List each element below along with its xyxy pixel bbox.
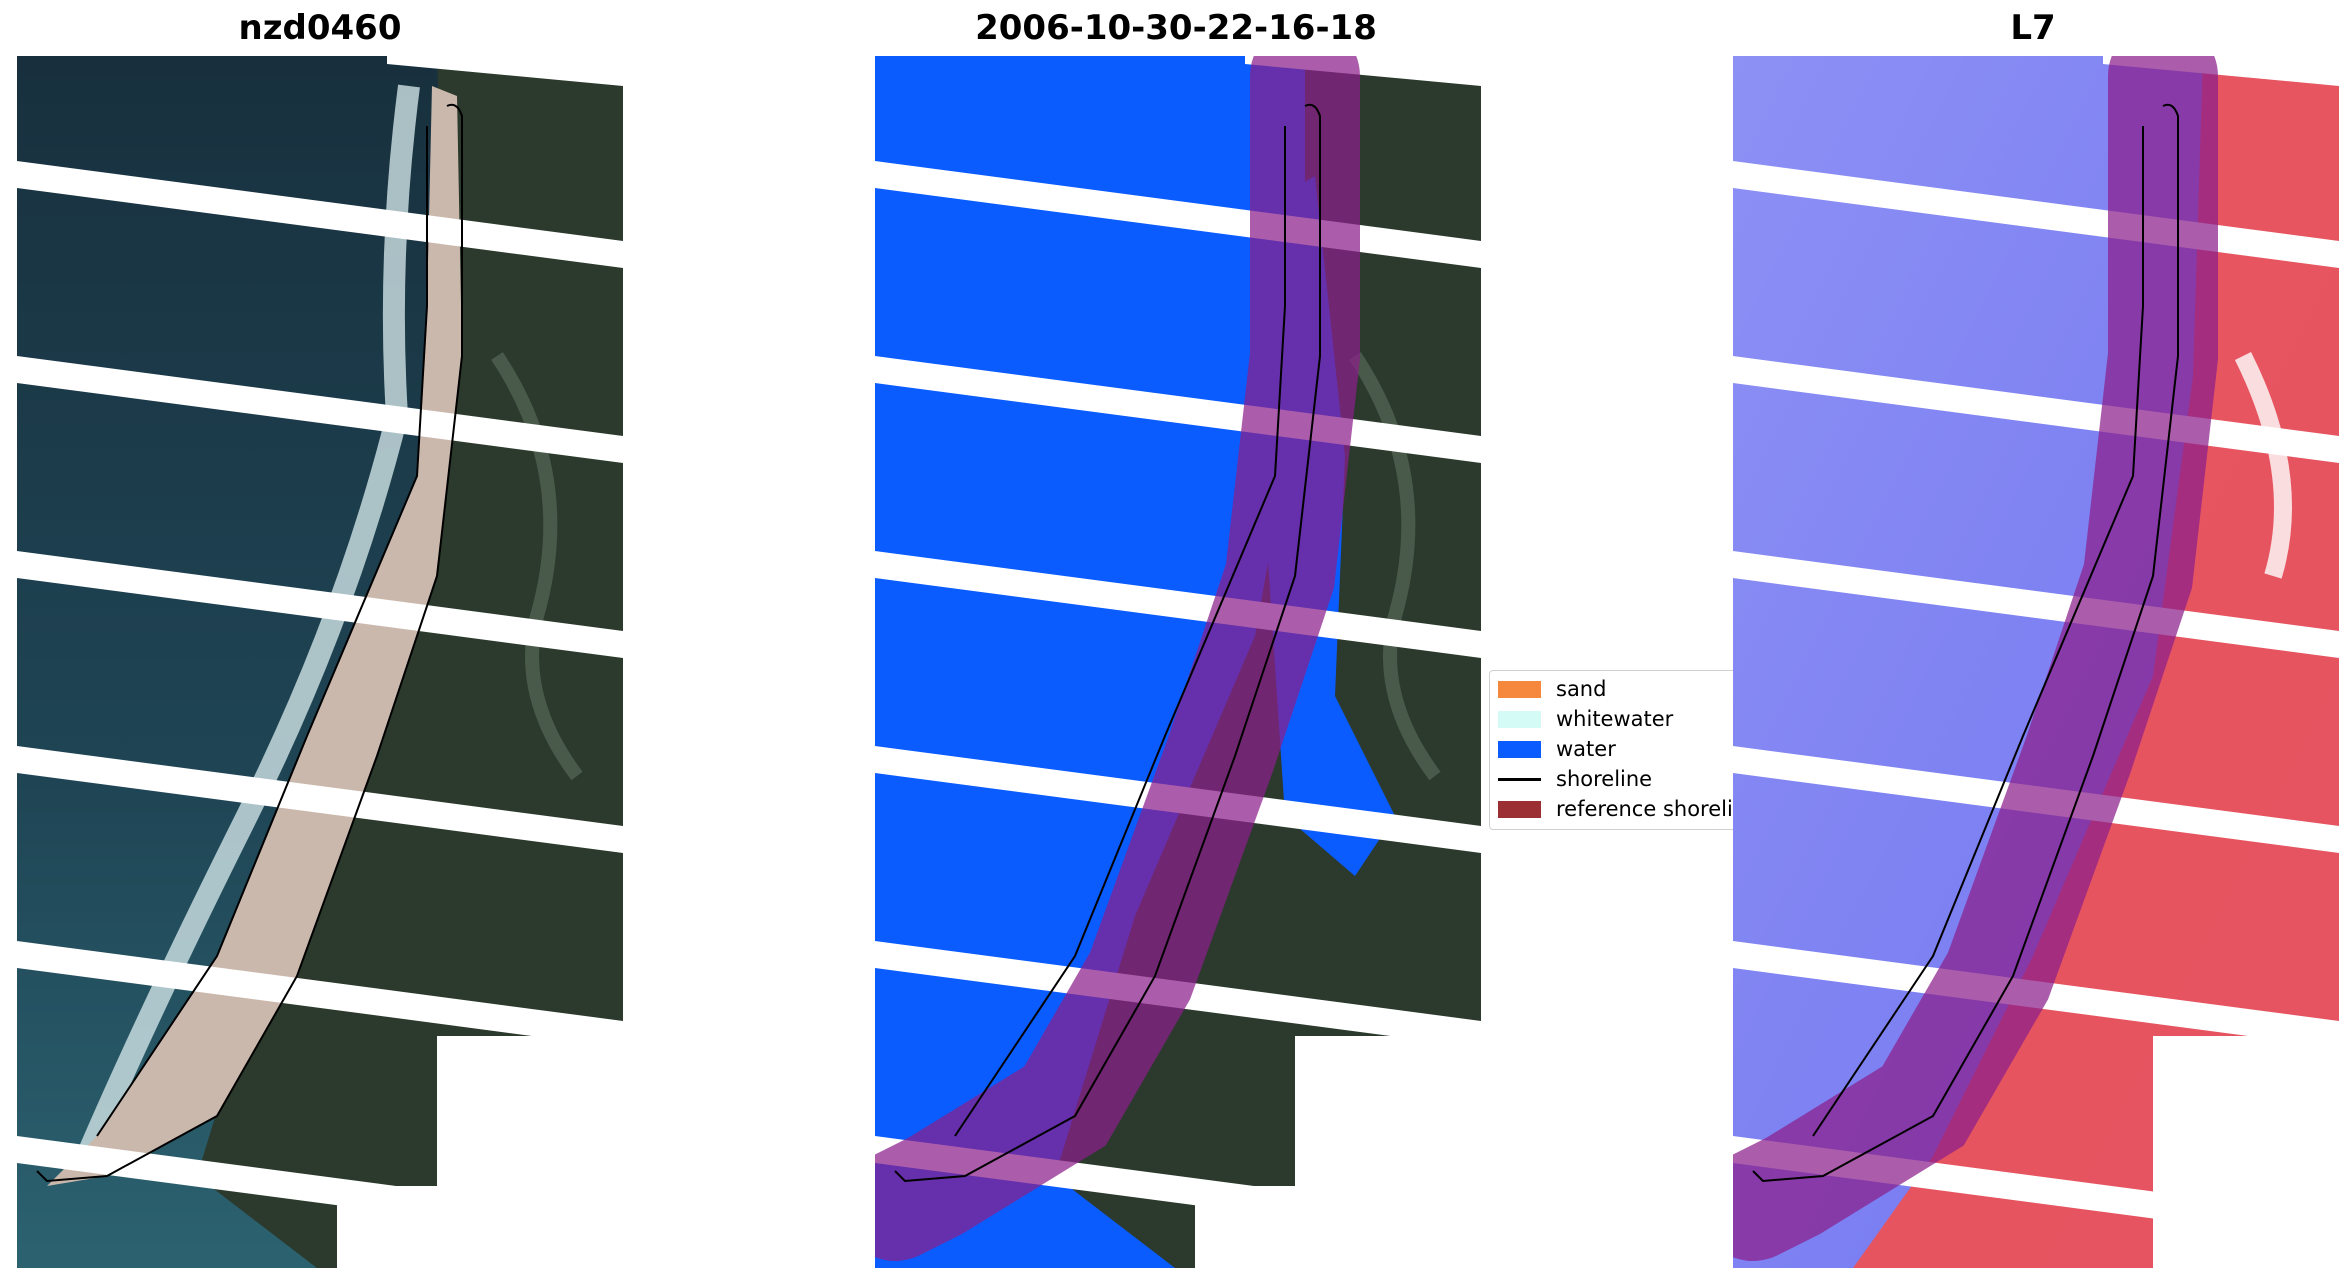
sand-swatch — [1498, 680, 1541, 698]
panel-title-rgb: nzd0460 — [238, 8, 402, 48]
shoreline-line — [36, 103, 463, 1183]
water-swatch — [1498, 740, 1541, 758]
rgb-image-panel — [17, 56, 623, 1268]
legend-item-shoreline: shoreline — [1498, 765, 1652, 793]
legend-label: shoreline — [1556, 767, 1653, 791]
reference-shoreline-swatch — [1498, 800, 1541, 818]
legend-label: whitewater — [1556, 707, 1674, 731]
index-panel — [1733, 56, 2339, 1268]
legend-label: water — [1556, 737, 1616, 761]
reference-shoreline-buffer — [875, 56, 1360, 1261]
shoreline-line-swatch — [1498, 777, 1541, 781]
legend-item-water: water — [1498, 735, 1616, 763]
legend-item-reference-shoreline: reference shoreli — [1498, 795, 1733, 823]
legend-item-whitewater: whitewater — [1498, 705, 1673, 733]
panel-title-classified: 2006-10-30-22-16-18 — [975, 8, 1377, 48]
legend-item-sand: sand — [1498, 675, 1606, 703]
panel-title-index: L7 — [2010, 8, 2056, 48]
legend-label: sand — [1556, 677, 1607, 701]
legend-label: reference shoreli — [1556, 797, 1733, 821]
whitewater-swatch — [1498, 710, 1541, 728]
classification-panel — [875, 56, 1481, 1268]
